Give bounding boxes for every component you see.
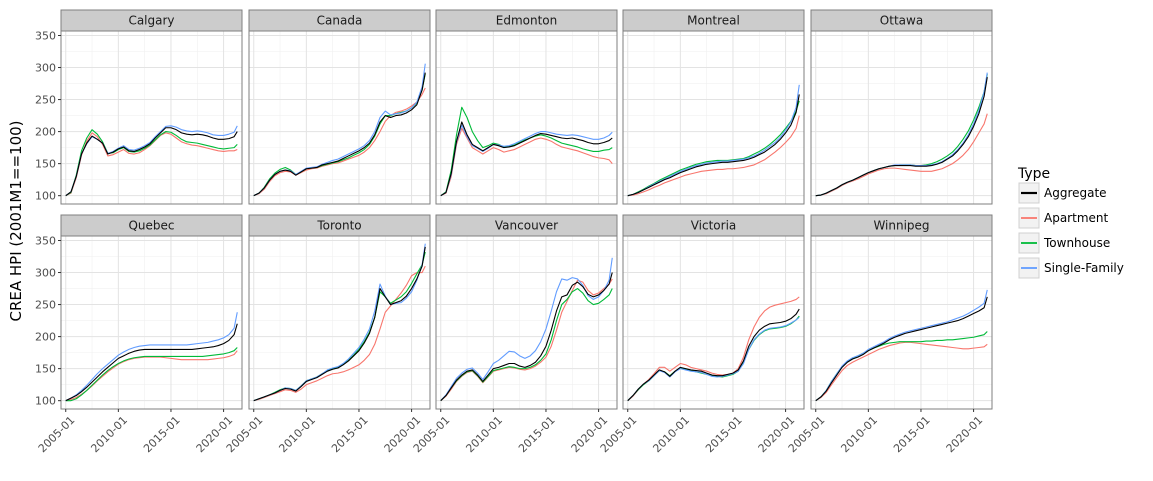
y-tick-label: 150 xyxy=(35,363,56,376)
series-line-ottawa-apartment xyxy=(815,113,988,197)
panel-border-montreal xyxy=(622,30,805,205)
panel-border-calgary xyxy=(60,30,243,205)
y-tick-label: 250 xyxy=(35,299,56,312)
legend-items: Aggregate Apartment Townhouse Single-Family xyxy=(1018,182,1124,279)
plot-area-vancouver xyxy=(436,236,617,409)
gridlines-canada xyxy=(249,31,430,204)
series-line-ottawa-aggregate xyxy=(815,77,988,197)
legend-label-single-family: Single-Family xyxy=(1044,261,1124,275)
plot-area-ottawa xyxy=(811,31,992,204)
series-line-vancouver-apartment xyxy=(440,278,613,402)
series-line-montreal-aggregate xyxy=(627,94,800,197)
panel-montreal: Montreal xyxy=(622,9,805,205)
panel-border-victoria xyxy=(622,235,805,410)
panel-title-canada: Canada xyxy=(317,14,363,28)
panel-title-toronto: Toronto xyxy=(316,219,361,233)
y-tick-label: 300 xyxy=(35,267,56,280)
legend-item-apartment: Apartment xyxy=(1018,207,1108,229)
gridlines-toronto xyxy=(249,236,430,409)
panel-border-ottawa xyxy=(810,30,993,205)
y-tick-label: 350 xyxy=(35,234,56,247)
panel-title-montreal: Montreal xyxy=(687,14,740,28)
panel-title-winnipeg: Winnipeg xyxy=(873,219,929,233)
plot-area-calgary xyxy=(61,31,242,204)
series-line-quebec-townhouse xyxy=(65,347,238,402)
series-line-vancouver-aggregate xyxy=(440,272,613,402)
series-line-calgary-aggregate xyxy=(65,127,238,197)
panel-border-edmonton xyxy=(435,30,618,205)
series-line-canada-aggregate xyxy=(253,72,426,197)
legend-label-apartment: Apartment xyxy=(1044,211,1108,225)
series-line-victoria-apartment xyxy=(627,296,800,402)
y-tick-label: 200 xyxy=(35,126,56,139)
legend-item-single-family: Single-Family xyxy=(1018,257,1124,279)
y-tick-label: 200 xyxy=(35,331,56,344)
panel-title-calgary: Calgary xyxy=(128,14,174,28)
y-tick-label: 100 xyxy=(35,395,56,408)
gridlines-winnipeg xyxy=(811,236,992,409)
facet-panels: Calgary 100 150 200 250 300 350 Canada Edmonton M… xyxy=(35,9,993,455)
y-axis-label: CREA HPI (2001M1==100) xyxy=(7,120,25,321)
series-line-vancouver-townhouse xyxy=(440,287,613,402)
panel-ottawa: Ottawa xyxy=(810,9,993,205)
panel-title-vancouver: Vancouver xyxy=(495,219,558,233)
series-line-victoria-aggregate xyxy=(627,308,800,402)
gridlines-quebec xyxy=(61,236,242,409)
plot-area-toronto xyxy=(249,236,430,409)
series-line-montreal-townhouse xyxy=(627,100,800,197)
gridlines-calgary xyxy=(61,31,242,204)
panel-title-victoria: Victoria xyxy=(691,219,737,233)
series-line-winnipeg-single-family xyxy=(815,289,988,402)
y-tick-label: 350 xyxy=(35,29,56,42)
panel-title-ottawa: Ottawa xyxy=(880,14,923,28)
legend: Type Aggregate Apartment Townhouse Single-F… xyxy=(1017,166,1124,279)
panel-border-winnipeg xyxy=(810,235,993,410)
y-tick-label: 250 xyxy=(35,94,56,107)
panel-border-vancouver xyxy=(435,235,618,410)
gridlines-victoria xyxy=(623,236,804,409)
y-tick-label: 150 xyxy=(35,158,56,171)
legend-title: Type xyxy=(1017,166,1050,182)
series-line-winnipeg-apartment xyxy=(815,341,988,402)
legend-label-aggregate: Aggregate xyxy=(1044,186,1107,200)
series-line-toronto-aggregate xyxy=(253,246,426,402)
legend-label-townhouse: Townhouse xyxy=(1043,236,1110,250)
panel-border-canada xyxy=(248,30,431,205)
plot-area-canada xyxy=(249,31,430,204)
series-line-edmonton-single-family xyxy=(440,124,613,197)
series-line-edmonton-apartment xyxy=(440,127,613,197)
series-line-winnipeg-aggregate xyxy=(815,296,988,402)
panel-border-toronto xyxy=(248,235,431,410)
gridlines-vancouver xyxy=(436,236,617,409)
plot-area-winnipeg xyxy=(811,236,992,409)
y-tick-label: 100 xyxy=(35,190,56,203)
series-line-canada-apartment xyxy=(253,87,426,197)
plot-area-montreal xyxy=(623,31,804,204)
panel-title-edmonton: Edmonton xyxy=(496,14,558,28)
series-line-quebec-aggregate xyxy=(65,323,238,402)
panel-edmonton: Edmonton xyxy=(435,9,618,205)
panel-border-quebec xyxy=(60,235,243,410)
series-line-montreal-single-family xyxy=(627,84,800,197)
plot-area-victoria xyxy=(623,236,804,409)
series-line-toronto-apartment xyxy=(253,265,426,402)
series-line-edmonton-aggregate xyxy=(440,121,613,197)
panel-canada: Canada xyxy=(248,9,431,205)
gridlines-ottawa xyxy=(811,31,992,204)
panel-calgary: Calgary 100 150 200 250 300 350 xyxy=(35,9,243,205)
plot-area-edmonton xyxy=(436,31,617,204)
legend-item-townhouse: Townhouse xyxy=(1018,232,1110,254)
series-line-montreal-apartment xyxy=(627,115,800,197)
series-line-quebec-single-family xyxy=(65,312,238,402)
series-line-calgary-townhouse xyxy=(65,129,238,197)
legend-item-aggregate: Aggregate xyxy=(1018,182,1107,204)
y-tick-label: 300 xyxy=(35,62,56,75)
panel-title-quebec: Quebec xyxy=(128,219,174,233)
